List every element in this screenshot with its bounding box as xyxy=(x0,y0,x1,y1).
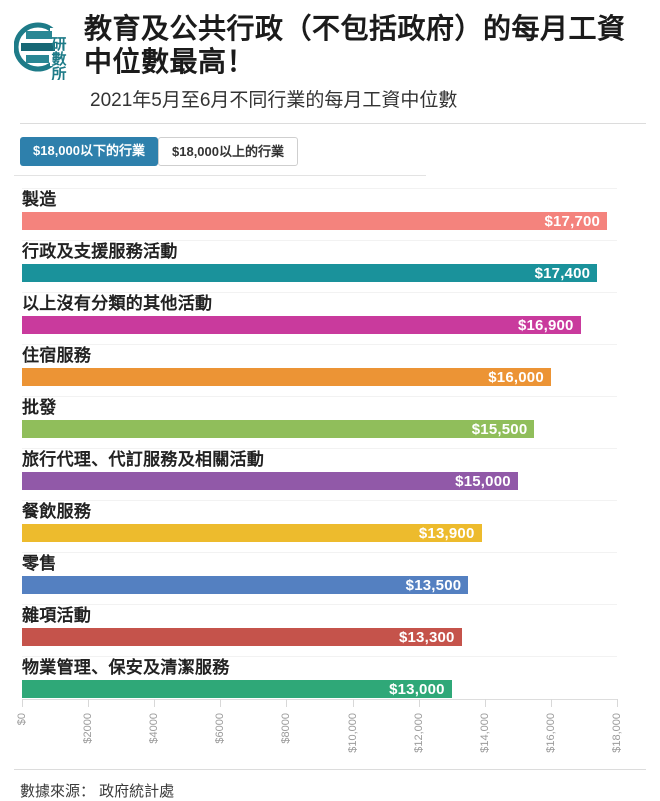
chart-row: 行政及支援服務活動 $17,400 xyxy=(22,240,617,282)
chart-row: 餐飲服務 $13,900 xyxy=(22,500,617,542)
x-axis-tick xyxy=(220,699,222,707)
x-axis-tick-label: $16,000 xyxy=(544,713,557,753)
bar-value-label: $17,700 xyxy=(544,212,601,230)
bar-chart: 製造 $17,700 行政及支援服務活動 $17,400 以上沒有分類的其他活動… xyxy=(22,188,617,698)
source-note: 數據來源： 政府統計處 xyxy=(20,783,175,800)
header: 研數所 教育及公共行政（不包括政府）的每月工資中位數最高！ 2021年5月至6月… xyxy=(14,12,646,112)
bar-value-label: $13,300 xyxy=(398,628,455,646)
bar[interactable]: $17,400 xyxy=(22,264,598,282)
chart-row: 批發 $15,500 xyxy=(22,396,617,438)
bar-value-label: $17,400 xyxy=(534,264,591,282)
bar[interactable]: $13,000 xyxy=(22,680,452,698)
x-axis-tick-label: $8000 xyxy=(280,713,293,744)
category-label: 以上沒有分類的其他活動 xyxy=(22,294,213,313)
chart-row: 物業管理、保安及清潔服務 $13,000 xyxy=(22,656,617,698)
bar-value-label: $13,000 xyxy=(389,680,445,698)
bar[interactable]: $15,000 xyxy=(22,472,518,490)
category-label: 行政及支援服務活動 xyxy=(22,242,178,261)
bar[interactable]: $16,900 xyxy=(22,316,581,334)
x-axis-tick xyxy=(88,699,90,707)
x-axis-line xyxy=(22,699,617,700)
x-axis-tick xyxy=(22,699,23,707)
category-label: 旅行代理、代訂服務及相關活動 xyxy=(22,450,265,469)
header-divider xyxy=(20,123,646,124)
bar[interactable]: $17,700 xyxy=(22,212,608,230)
chart-row: 以上沒有分類的其他活動 $16,900 xyxy=(22,292,617,334)
category-label: 批發 xyxy=(22,398,57,417)
x-axis-tick xyxy=(617,699,618,707)
research-institute-logo: 研數所 xyxy=(14,22,67,80)
x-axis-tick-label: $10,000 xyxy=(346,713,359,753)
category-label: 餐飲服務 xyxy=(22,502,92,521)
x-axis-tick-label: $4000 xyxy=(148,713,161,744)
x-axis: $0 $2000 $4000 $6000 $8000 $10,000 $12,000 $14,… xyxy=(16,699,623,761)
tabs-underline xyxy=(14,175,426,176)
category-label: 住宿服務 xyxy=(22,346,92,365)
x-axis-tick xyxy=(418,699,420,707)
tab-below-18000[interactable]: $18,000以下的行業 xyxy=(20,137,158,166)
bar[interactable]: $16,000 xyxy=(22,368,551,386)
chart-row: 雜項活動 $13,300 xyxy=(22,604,617,646)
chart-row: 零售 $13,500 xyxy=(22,552,617,594)
bar[interactable]: $13,300 xyxy=(22,628,462,646)
category-label: 物業管理、保安及清潔服務 xyxy=(22,658,230,677)
bar[interactable]: $15,500 xyxy=(22,420,535,438)
category-label: 雜項活動 xyxy=(22,606,92,625)
bar-value-label: $13,900 xyxy=(418,524,475,542)
x-axis-tick-label: $6000 xyxy=(214,713,227,744)
x-axis-tick-label: $0 xyxy=(16,713,28,726)
category-label: 製造 xyxy=(22,190,57,209)
category-label: 零售 xyxy=(22,554,57,573)
x-axis-tick-label: $14,000 xyxy=(478,713,491,753)
bar-value-label: $15,500 xyxy=(471,420,528,438)
page-title: 教育及公共行政（不包括政府）的每月工資中位數最高！ xyxy=(84,13,626,77)
filter-tabs: $18,000以下的行業 $18,000以上的行業 xyxy=(20,137,646,166)
x-axis-tick xyxy=(286,699,288,707)
chart-row: 製造 $17,700 xyxy=(22,188,617,230)
x-axis-tick xyxy=(154,699,156,707)
x-axis-tick-label: $18,000 xyxy=(611,713,623,753)
page-subtitle: 2021年5月至6月不同行業的每月工資中位數 xyxy=(90,90,458,111)
x-axis-tick xyxy=(352,699,354,707)
x-axis-tick-label: $2000 xyxy=(82,713,95,744)
chart-row: 旅行代理、代訂服務及相關活動 $15,000 xyxy=(22,448,617,490)
chart-row: 住宿服務 $16,000 xyxy=(22,344,617,386)
bar-value-label: $15,000 xyxy=(455,472,511,490)
bar[interactable]: $13,900 xyxy=(22,524,482,542)
title-block: 教育及公共行政（不包括政府）的每月工資中位數最高！ 2021年5月至6月不同行業… xyxy=(84,12,629,112)
bar-value-label: $16,900 xyxy=(517,316,574,334)
x-axis-tick xyxy=(550,699,552,707)
logo-text: 研數所 xyxy=(50,36,67,80)
x-axis-tick-label: $12,000 xyxy=(412,713,425,753)
x-axis-tick xyxy=(484,699,486,707)
tab-above-18000[interactable]: $18,000以上的行業 xyxy=(158,137,298,166)
bar-value-label: $16,000 xyxy=(488,368,544,386)
bar-value-label: $13,500 xyxy=(405,576,462,594)
bar[interactable]: $13,500 xyxy=(22,576,469,594)
